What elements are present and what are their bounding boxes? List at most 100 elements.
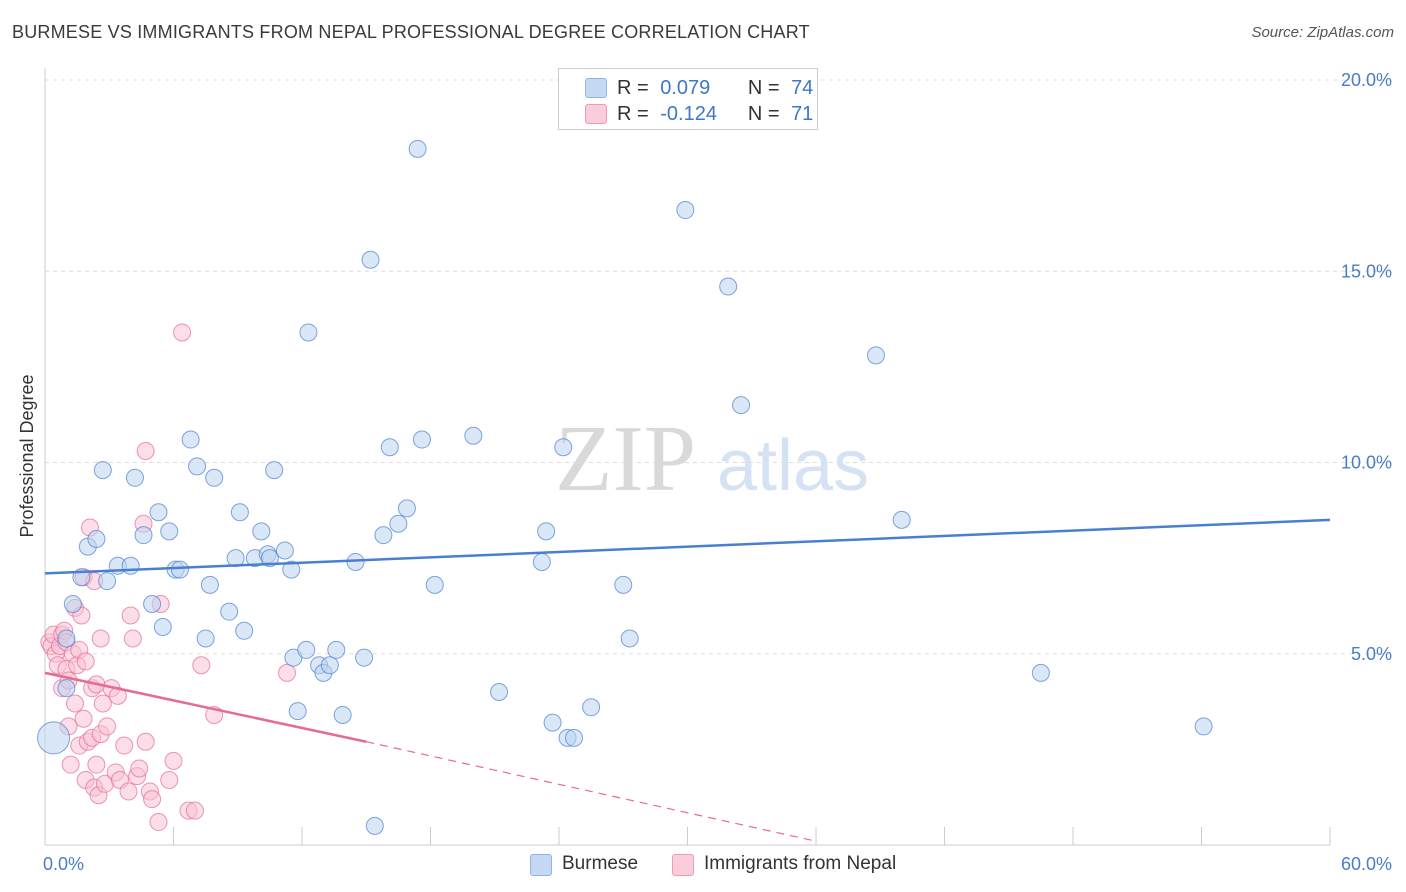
burmese-point [320,656,339,675]
burmese-point [892,510,911,529]
burmese-point [1031,663,1050,682]
data-points [37,139,1213,835]
burmese-point [719,277,738,296]
burmese-point [676,201,695,220]
burmese-point [1194,717,1213,736]
nepal-trend-line-extension [366,741,817,842]
y-axis-label: Professional Degree [17,374,37,537]
nepal-point [93,694,112,713]
burmese-point [63,595,82,614]
burmese-point [389,514,408,533]
y-tick-label: 5.0% [1351,644,1392,664]
burmese-point [564,728,583,747]
watermark: ZIP atlas [555,407,869,511]
burmese-point [464,426,483,445]
burmese-point [134,526,153,545]
burmese-n-value: 74 [791,77,814,99]
correlation-legend: R = 0.079 N = 74 R = -0.124 N = 71 [558,68,818,130]
burmese-point [537,522,556,541]
burmese-point [235,621,254,640]
burmese-point [582,698,601,717]
burmese-point [397,499,416,518]
burmese-point [200,575,219,594]
burmese-r-value: 0.079 [660,77,711,99]
burmese-point [543,713,562,732]
burmese-point [333,705,352,724]
burmese-point [196,629,215,648]
nepal-swatch [585,104,607,124]
burmese-point [361,250,380,269]
nepal-point [115,736,134,755]
nepal-point [160,770,179,789]
burmese-point [554,438,573,457]
burmese-point [490,683,509,701]
nepal-point [87,755,106,774]
burmese-point [532,552,551,571]
nepal-point [123,629,142,648]
nepal-swatch [672,854,694,876]
burmese-point [408,139,427,158]
burmese-point [425,575,444,594]
nepal-point [91,629,110,648]
y-tick-label: 15.0% [1341,261,1392,281]
burmese-point [365,816,384,835]
burmese-point [282,560,301,579]
burmese-point [355,648,374,667]
burmese-point [170,560,189,579]
burmese-point [153,617,172,636]
nepal-point [136,442,155,461]
burmese-point [866,346,885,365]
tick-labels: 5.0% 10.0% 15.0% 20.0% 0.0% 60.0% [43,70,1392,874]
source-credit: Source: ZipAtlas.com [1251,24,1394,41]
nepal-point [136,732,155,751]
n-label: N = [747,103,780,125]
burmese-point [98,572,117,591]
burmese-swatch [530,854,552,876]
x-tick-label-max: 60.0% [1341,854,1392,874]
burmese-point [188,457,207,476]
nepal-point [185,801,204,820]
burmese-point [205,468,224,487]
burmese-point [125,468,144,487]
burmese-point [181,430,200,449]
nepal-point [149,813,168,832]
grid-lines [45,79,1390,655]
burmese-point [327,640,346,659]
burmese-point [57,679,76,698]
nepal-point [98,717,117,736]
nepal-point [76,652,95,671]
trend-lines [44,518,1331,842]
burmese-point [57,629,76,648]
nepal-point [61,755,80,774]
burmese-swatch [585,78,607,98]
r-label: R = [617,77,649,99]
nepal-point [121,606,140,625]
burmese-legend-label: Burmese [562,853,639,874]
burmese-point [143,595,162,614]
burmese-point [121,556,140,575]
burmese-point [297,640,316,659]
burmese-point [614,575,633,594]
burmese-point [288,702,307,721]
nepal-point [119,782,138,801]
series-legend: Burmese Immigrants from Nepal [0,852,1406,878]
chart-title: BURMESE VS IMMIGRANTS FROM NEPAL PROFESS… [12,22,810,42]
burmese-point [160,522,179,541]
burmese-point [275,541,294,560]
nepal-trend-line [44,671,367,743]
burmese-point [620,629,639,648]
nepal-n-value: 71 [791,103,814,125]
y-tick-label: 10.0% [1341,453,1392,473]
watermark-zip: ZIP [555,407,696,511]
burmese-trend-line [44,518,1331,575]
burmese-point [37,721,71,755]
r-label: R = [617,103,649,125]
burmese-point [252,522,271,541]
burmese-point [230,503,249,522]
burmese-point [149,503,168,522]
n-label: N = [747,77,780,99]
nepal-point [192,656,211,675]
burmese-point [380,438,399,457]
watermark-atlas: atlas [717,426,869,506]
